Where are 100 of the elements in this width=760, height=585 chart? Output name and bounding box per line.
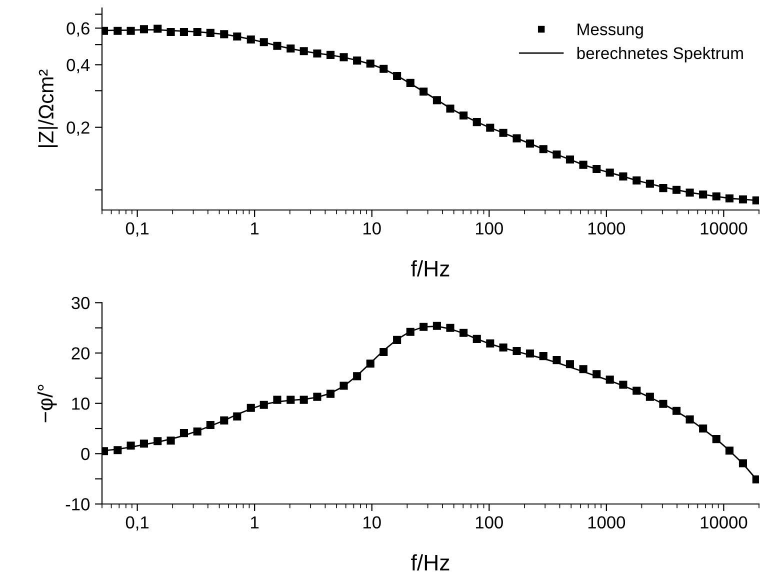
point bbox=[140, 25, 148, 34]
point bbox=[206, 28, 214, 37]
point bbox=[699, 190, 708, 199]
point bbox=[460, 328, 468, 337]
point bbox=[126, 26, 135, 35]
point bbox=[606, 168, 614, 177]
point bbox=[606, 376, 614, 384]
point bbox=[446, 324, 454, 332]
y-tick-label: 10 bbox=[72, 398, 90, 410]
point bbox=[632, 386, 641, 395]
point bbox=[353, 56, 362, 65]
x-tick-label: 1 bbox=[251, 516, 259, 528]
point bbox=[393, 72, 402, 80]
point bbox=[126, 442, 135, 450]
x-tick-label: 100 bbox=[476, 222, 503, 235]
x-tick-label: 1 bbox=[251, 222, 259, 234]
point bbox=[486, 124, 494, 132]
point bbox=[220, 416, 228, 424]
point bbox=[686, 188, 694, 197]
point bbox=[552, 356, 561, 364]
point bbox=[592, 164, 601, 174]
legend-label: berechnetes Spektrum bbox=[577, 46, 743, 62]
point bbox=[180, 429, 188, 438]
point bbox=[752, 475, 759, 484]
y-tick-label: 0,6 bbox=[66, 22, 90, 37]
point bbox=[738, 195, 747, 204]
point bbox=[552, 150, 561, 159]
point bbox=[366, 360, 374, 368]
y-tick-label: 0,2 bbox=[66, 121, 90, 136]
y-tick-label: 30 bbox=[72, 296, 90, 310]
point bbox=[260, 400, 268, 409]
point bbox=[340, 382, 348, 390]
legend-label: Messung bbox=[578, 24, 643, 39]
point bbox=[566, 155, 574, 164]
point bbox=[725, 446, 734, 455]
point bbox=[632, 176, 641, 184]
point bbox=[326, 50, 335, 59]
point bbox=[579, 365, 588, 374]
x-tick-label: 0,1 bbox=[126, 516, 149, 531]
point bbox=[472, 118, 481, 126]
point bbox=[180, 28, 188, 36]
point bbox=[686, 415, 694, 424]
point bbox=[380, 64, 388, 73]
point bbox=[566, 360, 574, 368]
point bbox=[313, 392, 322, 401]
point bbox=[220, 30, 228, 38]
point bbox=[286, 396, 295, 404]
point bbox=[420, 88, 428, 96]
point bbox=[592, 370, 601, 378]
point bbox=[539, 352, 548, 360]
point bbox=[166, 28, 175, 36]
y-axis-title: |Z|/Ωcm² bbox=[38, 70, 58, 147]
x-tick-label: 1000 bbox=[588, 516, 626, 529]
point bbox=[340, 53, 348, 62]
point bbox=[646, 180, 654, 188]
point bbox=[154, 24, 162, 33]
point bbox=[432, 96, 441, 104]
point bbox=[539, 145, 548, 154]
point bbox=[380, 348, 388, 356]
point bbox=[526, 140, 534, 148]
point bbox=[313, 49, 322, 58]
point bbox=[193, 428, 202, 436]
y-tick-label: 0,4 bbox=[66, 58, 90, 74]
point bbox=[432, 322, 441, 330]
x-tick-label: 10000 bbox=[700, 516, 748, 529]
x-axis-title: f/Hz bbox=[411, 260, 450, 277]
y-axis-title: −φ/° bbox=[37, 384, 57, 422]
point bbox=[114, 26, 122, 35]
x-tick-label: 1000 bbox=[588, 222, 626, 235]
point bbox=[193, 28, 202, 36]
point bbox=[672, 406, 681, 415]
point bbox=[114, 446, 122, 454]
point bbox=[446, 104, 454, 113]
point bbox=[499, 343, 508, 352]
point bbox=[300, 47, 308, 56]
point bbox=[140, 440, 148, 448]
point bbox=[406, 328, 414, 336]
point bbox=[233, 32, 242, 41]
point bbox=[712, 435, 720, 444]
point bbox=[579, 160, 588, 169]
point bbox=[672, 186, 681, 194]
point bbox=[420, 322, 428, 331]
point bbox=[512, 134, 521, 142]
point bbox=[486, 339, 494, 348]
point bbox=[393, 336, 402, 344]
point bbox=[738, 459, 747, 468]
point bbox=[366, 60, 374, 68]
point bbox=[499, 128, 508, 137]
point bbox=[699, 424, 708, 433]
point bbox=[460, 111, 468, 120]
point bbox=[752, 196, 759, 204]
point bbox=[512, 346, 521, 356]
point bbox=[659, 184, 668, 192]
point bbox=[286, 44, 295, 52]
x-tick-label: 10 bbox=[364, 222, 381, 235]
point bbox=[472, 334, 481, 343]
point bbox=[725, 194, 734, 202]
point bbox=[353, 372, 362, 380]
point bbox=[233, 412, 242, 420]
point bbox=[619, 380, 628, 389]
